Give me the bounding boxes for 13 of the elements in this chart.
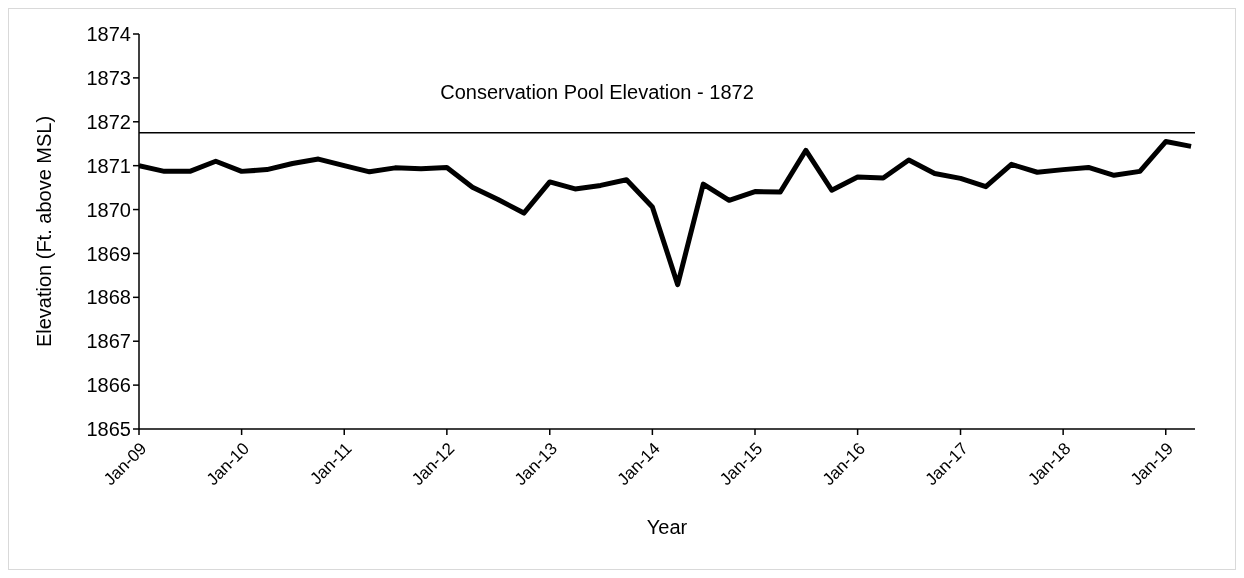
x-axis-title: Year: [646, 516, 688, 538]
y-tick-label: 1874: [86, 23, 131, 46]
ref-line-label: Conservation Pool Elevation - 1872: [440, 80, 754, 103]
y-tick-label: 1866: [86, 374, 131, 397]
y-tick-label: 1869: [86, 242, 131, 265]
y-tick-label: 1865: [86, 418, 131, 441]
y-axis-title: Elevation (Ft. above MSL): [33, 115, 56, 348]
y-tick-label: 1867: [86, 330, 131, 353]
y-tick-label: 1873: [86, 66, 131, 89]
y-tick-label: 1872: [86, 110, 131, 133]
y-tick-label: 1871: [86, 154, 131, 177]
y-tick-label: 1868: [86, 286, 131, 309]
y-tick-label: 1870: [86, 198, 131, 221]
